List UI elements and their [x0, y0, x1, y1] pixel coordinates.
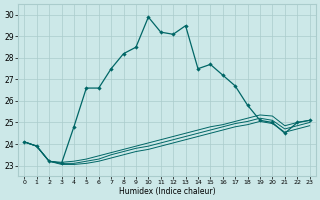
X-axis label: Humidex (Indice chaleur): Humidex (Indice chaleur) — [119, 187, 215, 196]
